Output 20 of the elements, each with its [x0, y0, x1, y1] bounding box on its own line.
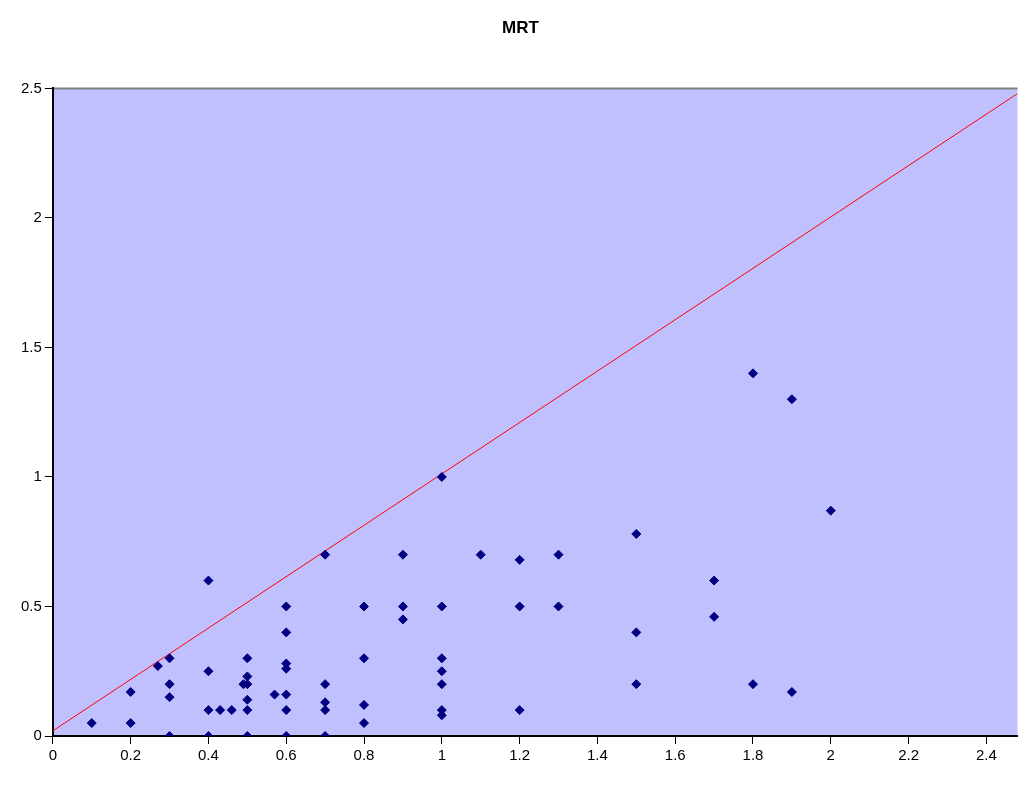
- y-tick-label: 0.5: [20, 596, 42, 614]
- y-tick-label: 1.5: [20, 337, 42, 355]
- x-tick-label: 2: [826, 746, 835, 764]
- x-tick-label: 0.2: [120, 746, 142, 764]
- y-tick-label: 1: [33, 467, 42, 485]
- x-tick-label: 2.4: [975, 746, 997, 764]
- y-tick-label: 0: [33, 726, 42, 744]
- y-tick-label: 2.5: [20, 78, 42, 96]
- x-tick-label: 1.4: [586, 746, 608, 764]
- x-tick-label: 0.8: [353, 746, 375, 764]
- x-tick-label: 1: [437, 746, 446, 764]
- y-tick-label: 2: [33, 208, 42, 226]
- x-tick-label: 2.2: [898, 746, 920, 764]
- chart-title: MRT: [502, 17, 540, 37]
- x-tick-label: 1.6: [664, 746, 686, 764]
- x-tick-label: 1.8: [742, 746, 764, 764]
- x-tick-label: 0.6: [275, 746, 297, 764]
- x-tick-label: 1.2: [509, 746, 531, 764]
- x-tick-label: 0: [48, 746, 58, 764]
- x-tick-label: 0.4: [198, 746, 219, 764]
